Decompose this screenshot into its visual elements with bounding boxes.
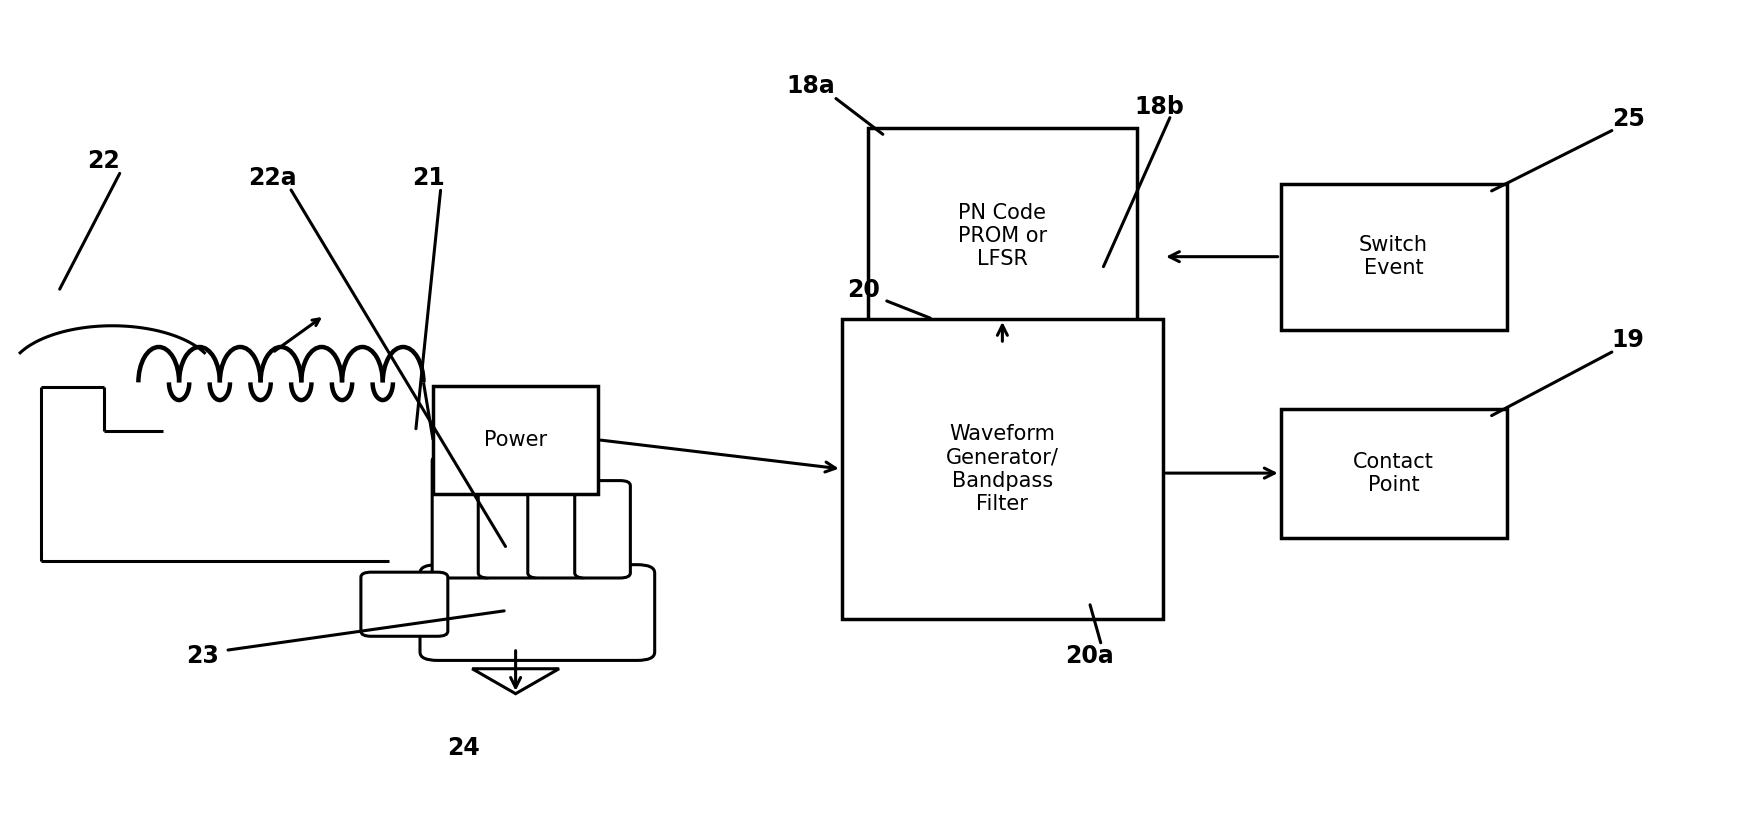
FancyBboxPatch shape xyxy=(1280,409,1507,538)
FancyBboxPatch shape xyxy=(842,319,1163,618)
FancyBboxPatch shape xyxy=(528,456,591,578)
Text: 23: 23 xyxy=(187,644,220,668)
FancyBboxPatch shape xyxy=(420,565,654,660)
Text: Contact
Point: Contact Point xyxy=(1353,452,1434,494)
Text: 22: 22 xyxy=(87,149,120,173)
Text: 18b: 18b xyxy=(1134,95,1184,119)
Text: Power: Power xyxy=(485,430,548,450)
FancyBboxPatch shape xyxy=(433,456,495,578)
Text: 22a: 22a xyxy=(248,166,296,189)
Text: 25: 25 xyxy=(1611,107,1645,132)
Text: 20a: 20a xyxy=(1066,644,1114,668)
Text: 19: 19 xyxy=(1611,328,1645,352)
FancyBboxPatch shape xyxy=(478,447,542,578)
Text: 20: 20 xyxy=(848,278,879,302)
FancyBboxPatch shape xyxy=(433,385,598,494)
FancyBboxPatch shape xyxy=(869,127,1137,344)
FancyBboxPatch shape xyxy=(576,481,630,578)
Text: 18a: 18a xyxy=(787,74,835,98)
FancyBboxPatch shape xyxy=(1280,184,1507,329)
Text: Switch
Event: Switch Event xyxy=(1359,235,1428,278)
FancyBboxPatch shape xyxy=(361,572,448,636)
Text: PN Code
PROM or
LFSR: PN Code PROM or LFSR xyxy=(957,203,1046,269)
Text: 21: 21 xyxy=(412,166,445,189)
Text: Waveform
Generator/
Bandpass
Filter: Waveform Generator/ Bandpass Filter xyxy=(945,424,1059,514)
Text: 24: 24 xyxy=(446,736,480,760)
